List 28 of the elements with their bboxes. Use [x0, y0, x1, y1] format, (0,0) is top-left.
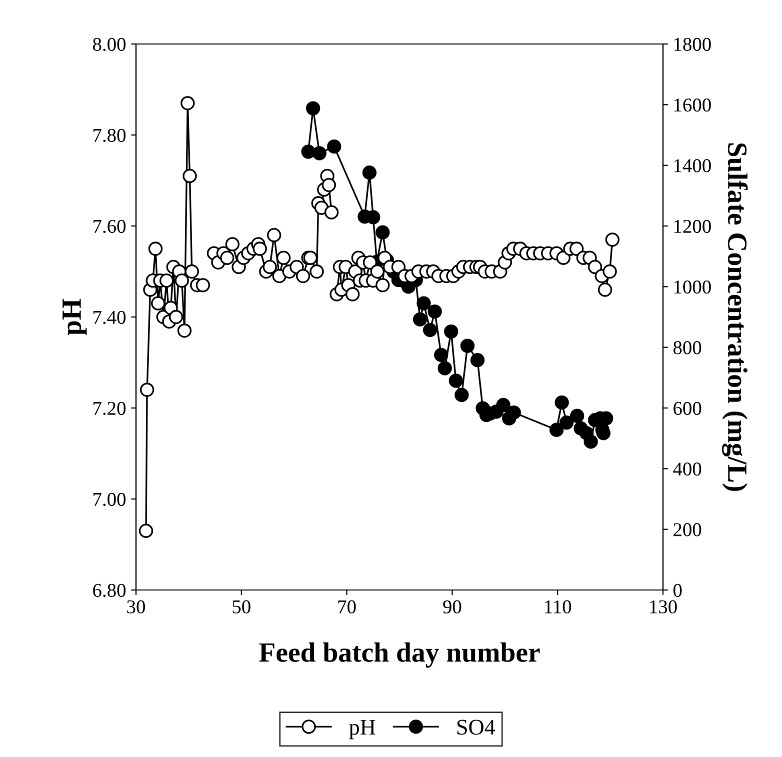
x-tick-label: 70 — [338, 600, 356, 614]
x-tick-label: 50 — [232, 600, 250, 614]
x-tick-label: 30 — [127, 600, 145, 614]
y2-axis-title: Sulfate Concentration (mg/L) — [722, 143, 748, 491]
legend-label: pH — [349, 720, 376, 740]
y-tick-label: 7.00 — [94, 492, 126, 506]
y-tick-label: 8.00 — [92, 38, 126, 52]
y2-tick-label: 200 — [674, 523, 702, 536]
y-axis-title: pH — [62, 298, 87, 336]
x-tick-label: 130 — [650, 600, 677, 614]
y-tick-label: 7.40 — [94, 310, 126, 324]
y-tick-label: 7.60 — [94, 220, 126, 234]
y-tick-label: 7.20 — [94, 402, 126, 416]
y2-tick-label: 800 — [673, 341, 702, 354]
legend-label: SO4 — [457, 720, 496, 735]
y2-tick-label: 1200 — [674, 220, 711, 233]
y2-tick-label: 400 — [673, 462, 702, 476]
y2-tick-label: 600 — [674, 402, 702, 415]
y2-tick-label: 1400 — [674, 159, 711, 172]
y2-tick-label: 1600 — [674, 98, 711, 112]
x-tick-label: 90 — [443, 600, 462, 614]
y2-tick-label: 1000 — [674, 280, 711, 294]
x-tick-label: 110 — [545, 600, 572, 614]
y-tick-label: 7.80 — [94, 128, 126, 142]
x-axis-title: Feed batch day number — [259, 642, 540, 668]
y-tick-label: 6.80 — [93, 584, 126, 598]
y2-tick-label: 1800 — [674, 38, 711, 51]
y2-tick-label: 0 — [673, 584, 682, 597]
